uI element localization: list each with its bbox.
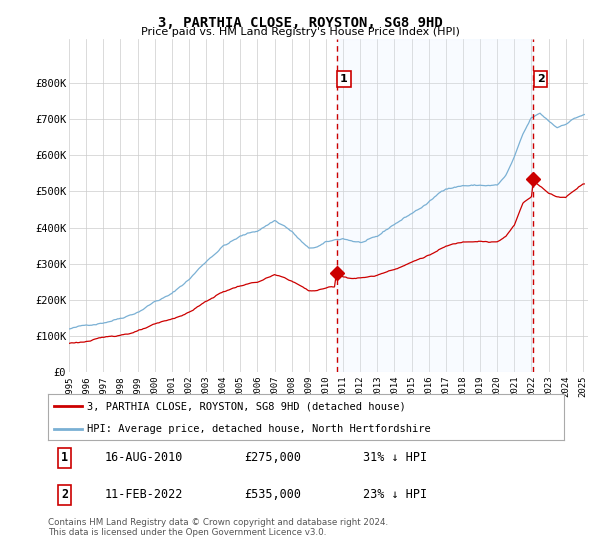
Text: Contains HM Land Registry data © Crown copyright and database right 2024.
This d: Contains HM Land Registry data © Crown c… (48, 518, 388, 538)
Text: 23% ↓ HPI: 23% ↓ HPI (363, 488, 427, 501)
Text: 3, PARTHIA CLOSE, ROYSTON, SG8 9HD: 3, PARTHIA CLOSE, ROYSTON, SG8 9HD (158, 16, 442, 30)
Text: 2: 2 (61, 488, 68, 501)
Text: 1: 1 (340, 74, 348, 84)
Text: 1: 1 (61, 451, 68, 464)
Text: 11-FEB-2022: 11-FEB-2022 (105, 488, 183, 501)
Bar (337, 39, 533, 372)
Text: £535,000: £535,000 (244, 488, 301, 501)
Text: Price paid vs. HM Land Registry's House Price Index (HPI): Price paid vs. HM Land Registry's House … (140, 27, 460, 37)
Text: £275,000: £275,000 (244, 451, 301, 464)
Text: 16-AUG-2010: 16-AUG-2010 (105, 451, 183, 464)
Text: 2: 2 (537, 74, 545, 84)
Text: HPI: Average price, detached house, North Hertfordshire: HPI: Average price, detached house, Nort… (86, 424, 430, 435)
Text: 31% ↓ HPI: 31% ↓ HPI (363, 451, 427, 464)
Text: 3, PARTHIA CLOSE, ROYSTON, SG8 9HD (detached house): 3, PARTHIA CLOSE, ROYSTON, SG8 9HD (deta… (86, 401, 406, 411)
